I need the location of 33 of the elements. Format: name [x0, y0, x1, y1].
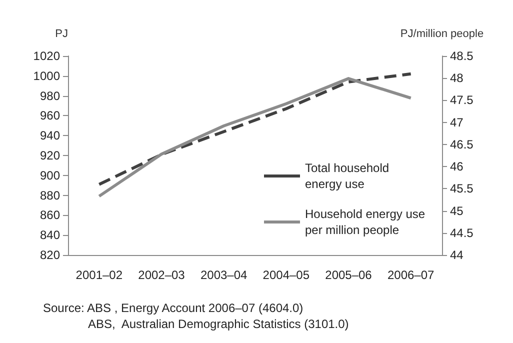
x-tick-label: 2006–07 — [387, 268, 435, 282]
y-tick-label: 840 — [40, 228, 60, 242]
x-tick-label: 2004–05 — [262, 268, 310, 282]
legend-label: Household energy use per million people — [305, 207, 428, 237]
y-tick-label: 920 — [40, 148, 60, 162]
x-tick-label: 2002–03 — [138, 268, 186, 282]
source-note: Source: ABS , Energy Account 2006–07 (4604.0) — [43, 301, 304, 315]
y-tick-label: 980 — [40, 88, 60, 103]
x-tick-label: 2005–06 — [325, 268, 372, 282]
y2-tick-label: 46.5 — [450, 137, 474, 152]
y2-tick-label: 45.5 — [450, 182, 474, 196]
y2-tick-label: 48 — [450, 71, 464, 86]
y-tick-label: 960 — [40, 108, 60, 123]
x-tick-label: 2003–04 — [200, 268, 248, 282]
y-tick-label: 820 — [40, 248, 60, 262]
y-tick-label: 1000 — [33, 68, 60, 83]
text: ABS, Australian Demographic Statistics (3101.0) — [88, 317, 349, 331]
y-tick-label: 900 — [40, 168, 60, 182]
y-tick-label: 880 — [40, 188, 60, 202]
y-tick-label: 860 — [40, 208, 60, 222]
y2-tick-label: 48.5 — [450, 49, 474, 63]
y-tick-label: 940 — [40, 128, 60, 143]
y2-tick-label: 45 — [450, 204, 464, 218]
y2-tick-label: 46 — [450, 160, 464, 174]
legend-label: Total household energy use — [305, 161, 392, 191]
y2-tick-label: 44.5 — [450, 226, 474, 240]
y-tick-label: 1020 — [33, 49, 60, 63]
y2-tick-label: 47 — [450, 115, 464, 130]
y2-axis-title: PJ/million people — [400, 28, 484, 40]
x-tick-label: 2001–02 — [76, 268, 123, 282]
y2-tick-label: 44 — [450, 248, 464, 262]
y2-tick-label: 47.5 — [450, 93, 474, 108]
y-axis-title: PJ — [55, 28, 68, 40]
